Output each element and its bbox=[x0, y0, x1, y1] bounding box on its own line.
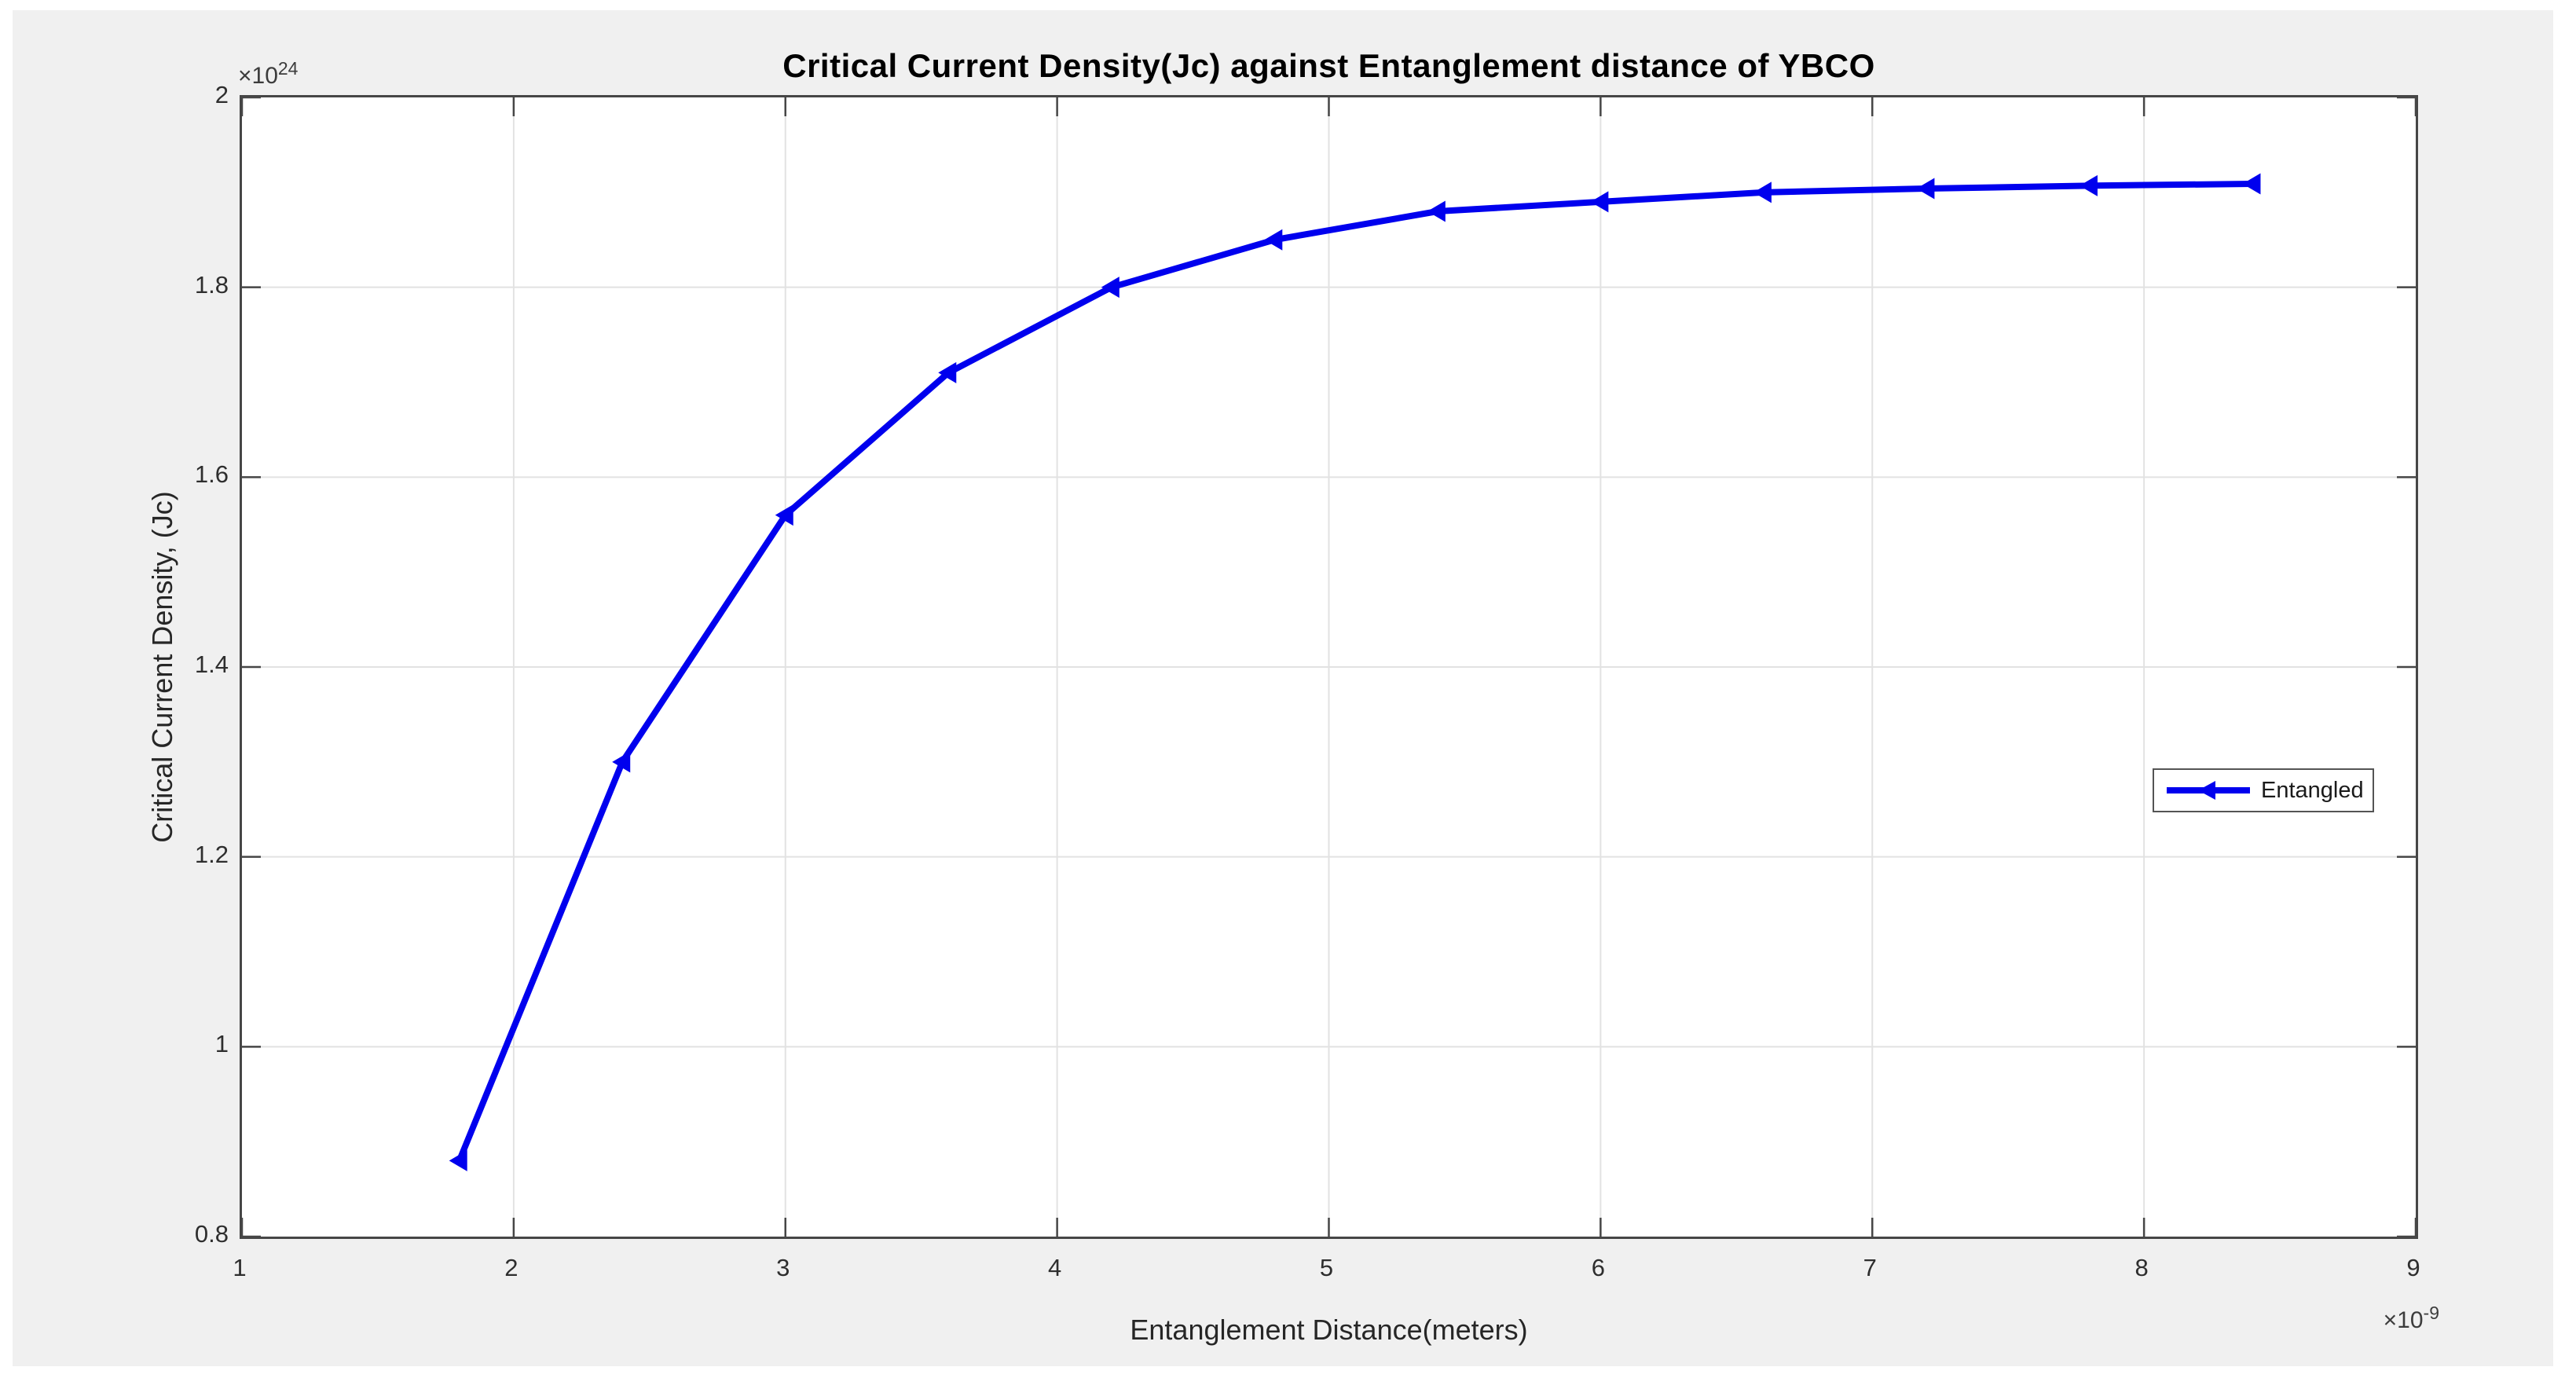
x-tick-label: 8 bbox=[2134, 1254, 2149, 1281]
y-tick-label: 1.8 bbox=[194, 270, 229, 299]
y-tick-label: 0.8 bbox=[194, 1220, 229, 1248]
data-point-marker bbox=[1590, 191, 1609, 213]
legend-marker-icon bbox=[2167, 781, 2250, 800]
x-tick-label: 4 bbox=[1048, 1254, 1062, 1281]
series-line bbox=[456, 180, 2256, 1164]
x-offset-base: ×10 bbox=[2383, 1307, 2424, 1333]
x-axis-label: Entanglement Distance(meters) bbox=[1130, 1314, 1528, 1346]
data-point-marker bbox=[1753, 181, 1772, 203]
legend[interactable]: Entangled bbox=[2153, 768, 2374, 812]
y-offset-base: ×10 bbox=[238, 63, 278, 89]
data-point-marker bbox=[1916, 178, 1935, 200]
data-point-marker bbox=[612, 751, 631, 773]
data-point-marker bbox=[2242, 173, 2261, 195]
y-axis-label: Critical Current Density, (Jc) bbox=[146, 491, 178, 843]
data-point-marker bbox=[938, 361, 957, 383]
data-point-marker bbox=[1264, 229, 1283, 251]
data-point-marker bbox=[1101, 277, 1119, 299]
x-offset-exponent: -9 bbox=[2423, 1303, 2439, 1323]
y-tick-label: 1.4 bbox=[194, 651, 229, 678]
legend-entry-label: Entangled bbox=[2261, 777, 2364, 803]
data-point-marker bbox=[2079, 174, 2098, 196]
data-point-marker bbox=[775, 504, 793, 526]
y-offset-exponent: 24 bbox=[277, 58, 299, 79]
x-tick-label: 3 bbox=[776, 1254, 790, 1281]
plot-area bbox=[240, 95, 2418, 1239]
x-tick-label: 1 bbox=[233, 1254, 247, 1281]
chart-title: Critical Current Density(Jc) against Ent… bbox=[782, 47, 1875, 84]
y-tick-label: 1.2 bbox=[194, 840, 229, 868]
y-tick-label: 1 bbox=[214, 1030, 229, 1058]
y-tick-label: 2 bbox=[214, 81, 229, 108]
x-tick-label: 5 bbox=[1319, 1254, 1334, 1281]
x-tick-label: 7 bbox=[1863, 1254, 1877, 1281]
y-axis-exponent-label: ×1024 bbox=[238, 58, 298, 90]
y-tick-label: 1.6 bbox=[194, 460, 229, 489]
x-axis-exponent-label: ×10-9 bbox=[2282, 1303, 2439, 1334]
chart-svg bbox=[242, 97, 2416, 1237]
data-point-marker bbox=[1427, 200, 1446, 222]
x-tick-label: 2 bbox=[504, 1254, 518, 1281]
x-tick-label: 6 bbox=[1591, 1254, 1605, 1281]
x-tick-label: 9 bbox=[2406, 1254, 2420, 1281]
data-point-marker bbox=[449, 1149, 467, 1171]
